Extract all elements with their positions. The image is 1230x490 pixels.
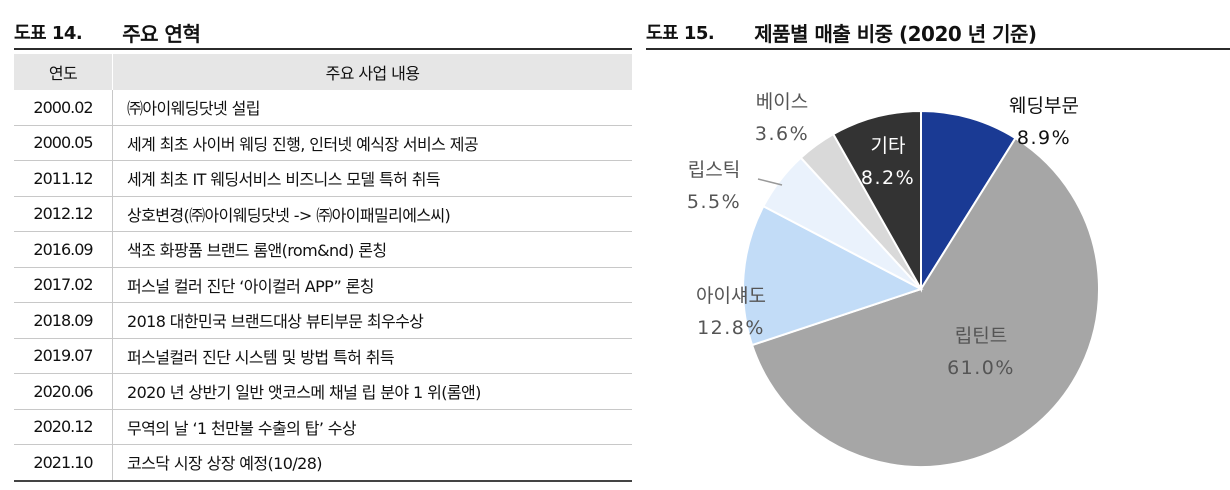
table-row: 2018.09 2018 대한민국 브랜드대상 뷰티부문 최우수상 [14,302,632,339]
slice-label: 립틴트 [955,325,1007,347]
year-cell: 2018.09 [14,302,113,339]
figure-title: 주요 연혁 [122,21,201,46]
year-cell: 2020.06 [14,373,113,410]
content-column-header: 주요 사업 내용 [112,54,632,90]
pie-slice [920,109,1017,293]
year-column-header: 연도 [14,54,113,90]
description-cell: ㈜아이웨딩닷넷 설립 [112,90,632,126]
chart-figure-header: 도표 15. 제품별 매출 비중 (2020 년 기준) [646,16,1230,50]
slice-value-label: 61.0% [947,357,1015,379]
slice-label: 베이스 [756,91,808,113]
year-cell: 2017.02 [14,267,113,303]
year-cell: 2000.02 [14,90,113,126]
year-cell: 2021.10 [14,444,113,482]
table-row: 2021.10 코스닥 시장 상장 예정(10/28) [14,444,632,482]
figure-number: 도표 14. [14,23,83,44]
description-cell: 코스닥 시장 상장 예정(10/28) [112,444,632,482]
description-cell: 2018 대한민국 브랜드대상 뷰티부문 최우수상 [112,302,632,339]
table-row: 2000.05 세계 최초 사이버 웨딩 진행, 인터넷 예식장 서비스 제공 [14,125,632,161]
slice-value-label: 12.8% [697,317,765,339]
description-cell: 퍼스널 컬러 진단 ‘아이컬러 APP” 론칭 [112,267,632,303]
table-row: 2019.07 퍼스널컬러 진단 시스템 및 방법 특허 취득 [14,338,632,374]
slice-label: 립스틱 [688,159,740,181]
description-cell: 세계 최초 사이버 웨딩 진행, 인터넷 예식장 서비스 제공 [112,125,632,161]
description-cell: 세계 최초 IT 웨딩서비스 비즈니스 모델 특허 취득 [112,160,632,197]
table-row: 2016.09 색조 화팡품 브랜드 롬앤(rom&nd) 론칭 [14,231,632,268]
pie-slice [742,204,924,347]
history-table: 연도 주요 사업 내용 2000.02 ㈜아이웨딩닷넷 설립 2000.05 세계 최… [14,54,632,482]
table-row: 2000.02 ㈜아이웨딩닷넷 설립 [14,90,632,126]
year-cell: 2019.07 [14,338,113,374]
description-cell: 무역의 날 ‘1 천만불 수출의 탑’ 수상 [112,409,632,445]
sales-share-pie-chart: 웨딩부문 8.9% 립틴트 61.0% 아이섀도 12.8% 립스틱 5.5% 베이스 3.6% 기… [687,91,1100,468]
description-cell: 퍼스널컬러 진단 시스템 및 방법 특허 취득 [112,338,632,374]
slice-label: 웨딩부문 [1009,95,1079,117]
slice-value-label: 3.6% [755,123,809,145]
table-header-row: 연도 주요 사업 내용 [14,54,632,90]
figure-title: 제품별 매출 비중 (2020 년 기준) [754,21,1037,46]
table-row: 2017.02 퍼스널 컬러 진단 ‘아이컬러 APP” 론칭 [14,267,632,303]
description-cell: 2020 년 상반기 일반 앳코스메 채널 립 분야 1 위(롬앤) [112,373,632,410]
table-row: 2011.12 세계 최초 IT 웨딩서비스 비즈니스 모델 특허 취득 [14,160,632,197]
slice-value-label: 8.2% [861,167,915,189]
description-cell: 색조 화팡품 브랜드 롬앤(rom&nd) 론칭 [112,231,632,268]
slice-label: 아이섀도 [696,285,766,307]
figure-number: 도표 15. [646,23,715,44]
timeline-figure-header: 도표 14. 주요 연혁 [14,16,632,50]
year-cell: 2000.05 [14,125,113,161]
description-cell: 상호변경(㈜아이웨딩닷넷 -> ㈜아이패밀리에스씨) [112,196,632,232]
table-row: 2020.06 2020 년 상반기 일반 앳코스메 채널 립 분야 1 위(롬앤… [14,373,632,410]
year-cell: 2011.12 [14,160,113,197]
slice-label: 기타 [871,135,906,157]
slice-value-label: 5.5% [687,191,741,213]
year-cell: 2012.12 [14,196,113,232]
slice-value-label: 8.9% [1017,127,1071,149]
table-row: 2012.12 상호변경(㈜아이웨딩닷넷 -> ㈜아이패밀리에스씨) [14,196,632,232]
pie-slice [831,109,922,293]
table-row: 2020.12 무역의 날 ‘1 천만불 수출의 탑’ 수상 [14,409,632,445]
label-leader-line [757,178,783,186]
year-cell: 2020.12 [14,409,113,445]
pie-slice [750,136,1100,468]
history-table-body: 2000.02 ㈜아이웨딩닷넷 설립 2000.05 세계 최초 사이버 웨딩 진행,… [14,90,632,482]
year-cell: 2016.09 [14,231,113,268]
